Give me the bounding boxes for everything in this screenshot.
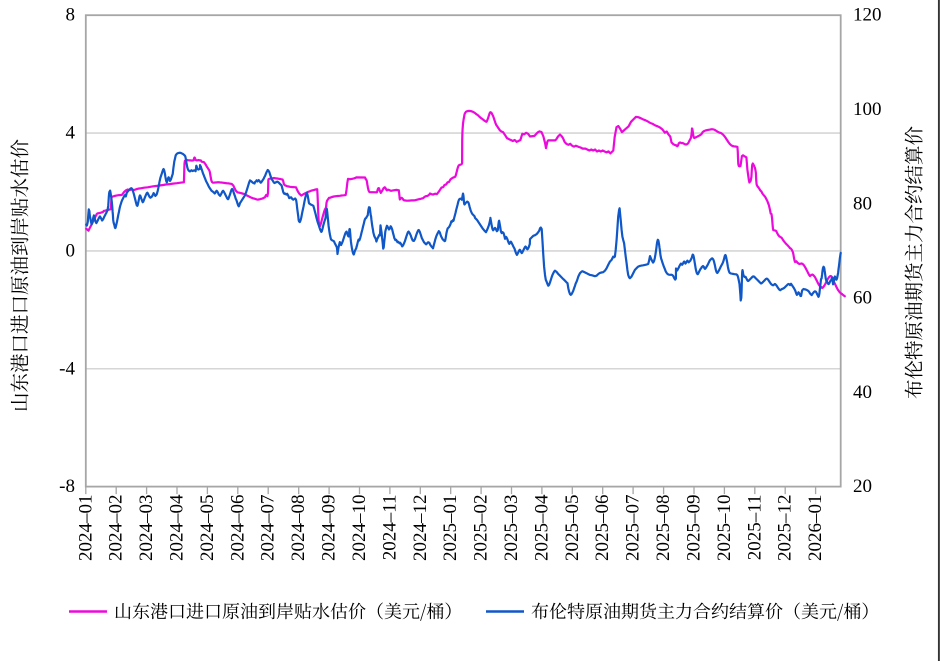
svg-text:120: 120: [853, 5, 882, 26]
svg-text:2024–08: 2024–08: [288, 495, 309, 562]
svg-text:60: 60: [853, 288, 872, 309]
svg-text:2025–03: 2025–03: [501, 495, 522, 562]
svg-text:40: 40: [853, 382, 872, 403]
svg-text:2025–08: 2025–08: [653, 495, 674, 562]
svg-text:20: 20: [853, 476, 872, 497]
svg-text:2025–10: 2025–10: [714, 495, 735, 562]
svg-text:80: 80: [853, 193, 872, 214]
svg-text:2024–02: 2024–02: [106, 495, 127, 562]
svg-text:2024–01: 2024–01: [75, 495, 96, 562]
svg-text:2024–04: 2024–04: [167, 494, 188, 561]
svg-text:-4: -4: [59, 358, 75, 379]
svg-text:2024–12: 2024–12: [410, 495, 431, 562]
svg-text:2025–12: 2025–12: [775, 495, 796, 562]
svg-text:2025–01: 2025–01: [440, 495, 461, 562]
svg-text:100: 100: [853, 99, 882, 120]
svg-text:2024–05: 2024–05: [197, 495, 218, 562]
svg-text:2025–11: 2025–11: [744, 495, 765, 561]
svg-text:0: 0: [66, 240, 76, 261]
svg-text:2024–07: 2024–07: [258, 495, 279, 562]
svg-text:2025–09: 2025–09: [684, 495, 705, 562]
svg-text:8: 8: [66, 5, 76, 26]
svg-text:2025–07: 2025–07: [623, 495, 644, 562]
svg-text:2025–06: 2025–06: [592, 495, 613, 562]
svg-text:2024–09: 2024–09: [319, 495, 340, 562]
svg-text:4: 4: [66, 123, 76, 144]
svg-text:2024–11: 2024–11: [379, 495, 400, 561]
svg-text:2025–05: 2025–05: [562, 495, 583, 562]
svg-text:-8: -8: [59, 476, 75, 497]
svg-text:2025–04: 2025–04: [531, 494, 552, 561]
svg-text:2024–10: 2024–10: [349, 495, 370, 562]
svg-text:2024–03: 2024–03: [136, 495, 157, 562]
svg-text:2024–06: 2024–06: [227, 495, 248, 562]
svg-text:2026–01: 2026–01: [805, 495, 826, 562]
svg-text:2025–02: 2025–02: [471, 495, 492, 562]
